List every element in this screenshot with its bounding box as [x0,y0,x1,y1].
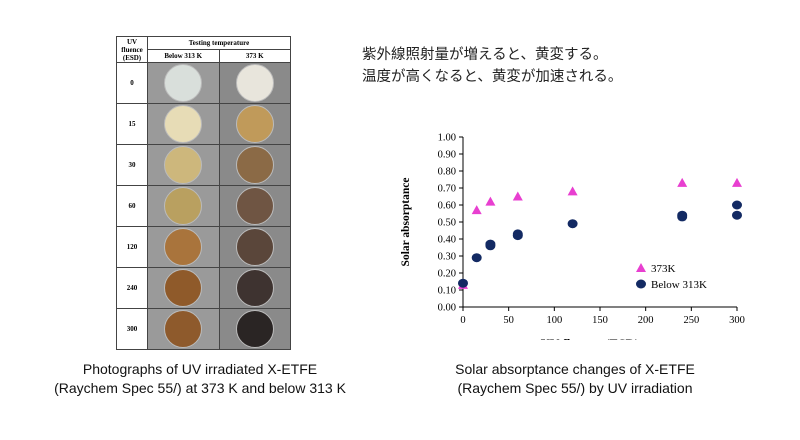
header-373k: 373 K [218,49,291,63]
data-point-below-313k [485,239,496,249]
data-point-373k [732,177,742,187]
y-tick-label: 0.60 [438,201,456,212]
legend-marker-373k [636,263,646,272]
y-tick-label: 0.70 [438,184,456,195]
data-point-below-313k [732,200,742,210]
sample-photo-373k [218,103,291,145]
header-testing-temperature: Testing temperature [147,36,291,50]
caption-left-line-1: Photographs of UV irradiated X-ETFE [82,361,318,377]
sample-disc [235,64,274,102]
photo-row: 240 [116,267,291,309]
y-tick-label: 0.20 [438,269,456,280]
x-tick-label: 300 [729,315,745,326]
data-point-below-313k [732,210,742,220]
annotation-note: 紫外線照射量が増えると、黄変する。 温度が高くなると、黄変が加速される。 [362,44,622,88]
header-below-313k: Below 313 K [147,49,220,63]
sample-disc [164,310,203,348]
photo-row: 60 [116,185,291,227]
y-axis-label: Solar absorptance [400,178,412,267]
data-point-below-313k [567,219,578,229]
photo-row: 0 [116,62,291,104]
fluence-value: 15 [116,103,148,145]
sample-photo-373k [218,185,291,227]
sample-disc [235,146,274,184]
sample-photo-below-313k [147,103,220,145]
sample-photo-373k [218,62,291,104]
caption-right-line-2: (Raychem Spec 55/) by UV irradiation [457,380,693,396]
sample-photo-373k [218,226,291,268]
sample-photo-373k [218,144,291,186]
fluence-value: 0 [116,62,148,104]
x-tick-label: 150 [592,315,608,326]
note-line-1: 紫外線照射量が増えると、黄変する。 [362,47,608,63]
x-tick-label: 100 [546,315,562,326]
sample-disc [164,228,203,266]
data-point-373k [567,186,578,196]
sample-disc [164,105,203,143]
header-uv-fluence: UV fluence (ESD) [116,36,148,63]
y-tick-label: 1.00 [438,133,456,144]
legend-marker-below-313k [636,279,646,289]
photo-table-body: 0 15 30 60 120 240 300 [116,62,291,350]
caption-left-line-2: (Raychem Spec 55/) at 373 K and below 31… [54,380,346,396]
x-tick-label: 0 [460,315,465,326]
x-tick-label: 50 [503,315,514,326]
sample-disc [164,146,203,184]
data-point-373k [677,177,688,187]
y-tick-label: 0.80 [438,167,456,178]
sample-photo-373k [218,308,291,350]
sample-photo-below-313k [147,62,220,104]
legend-label: Below 313K [651,279,707,291]
fluence-value: 120 [116,226,148,268]
sample-disc [235,187,274,225]
caption-right-line-1: Solar absorptance changes of X-ETFE [455,361,695,377]
y-tick-label: 0.40 [438,235,456,246]
caption-photographs: Photographs of UV irradiated X-ETFE (Ray… [30,360,370,398]
x-tick-label: 250 [683,315,699,326]
sample-photo-below-313k [147,144,220,186]
legend-label: 373K [651,263,676,275]
data-point-below-313k [677,210,688,220]
sample-disc [235,310,274,348]
note-line-2: 温度が高くなると、黄変が加速される。 [362,69,623,85]
sample-photo-below-313k [147,185,220,227]
sample-disc [235,269,274,307]
x-tick-label: 200 [638,315,654,326]
solar-absorptance-chart: 0.00 0.10 0.20 0.30 0.40 0.50 0.60 0.70 0.80 0.90… [400,133,745,341]
sample-disc [164,269,203,307]
data-point-below-313k [458,278,468,288]
data-point-373k [471,205,482,215]
y-tick-label: 0.90 [438,150,456,161]
sample-disc [235,228,274,266]
y-tick-label: 0.10 [438,286,456,297]
caption-chart: Solar absorptance changes of X-ETFE (Ray… [410,360,740,398]
data-point-below-313k [512,229,523,239]
photo-row: 300 [116,308,291,350]
sample-photo-table: UV fluence (ESD) Testing temperature Bel… [116,36,291,350]
sample-photo-below-313k [147,308,220,350]
sample-disc [164,187,203,225]
sample-disc [164,64,203,102]
fluence-value: 60 [116,185,148,227]
y-tick-label: 0.00 [438,303,456,314]
data-point-373k [512,191,523,201]
data-point-below-313k [471,253,482,263]
data-point-373k [485,196,496,206]
sample-disc [235,105,274,143]
sample-photo-below-313k [147,226,220,268]
fluence-value: 300 [116,308,148,350]
sample-photo-373k [218,267,291,309]
y-tick-label: 0.30 [438,252,456,263]
x-axis-label: UV fluence (ESD) [541,336,640,340]
fluence-value: 30 [116,144,148,186]
photo-row: 120 [116,226,291,268]
photo-row: 30 [116,144,291,186]
sample-photo-below-313k [147,267,220,309]
photo-row: 15 [116,103,291,145]
fluence-value: 240 [116,267,148,309]
y-tick-label: 0.50 [438,218,456,229]
